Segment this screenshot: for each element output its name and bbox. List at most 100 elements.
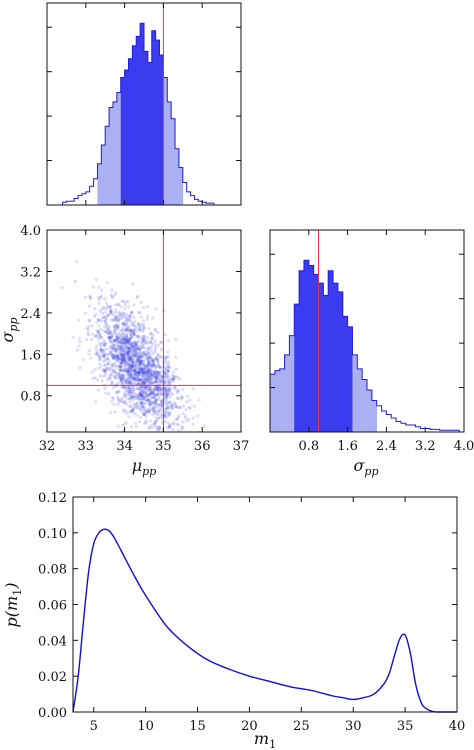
scatter-point: [115, 337, 119, 341]
scatter-point: [128, 404, 132, 409]
scatter-point: [120, 360, 124, 365]
scatter-point: [113, 328, 117, 332]
scatter-point: [143, 398, 147, 402]
scatter-point: [108, 340, 112, 344]
scatter-point: [105, 323, 109, 328]
scatter-point: [135, 361, 139, 365]
scatter-point: [159, 365, 163, 370]
scatter-point: [152, 380, 156, 385]
scatter-point: [114, 376, 118, 380]
scatter-point: [127, 367, 131, 371]
scatter-point: [110, 288, 114, 292]
scatter-point: [152, 392, 156, 396]
scatter-point: [152, 358, 157, 362]
scatter-point: [121, 348, 125, 353]
scatter-point: [152, 388, 156, 392]
scatter-point: [93, 352, 98, 356]
scatter-point: [155, 376, 159, 380]
scatter-point: [135, 370, 140, 374]
scatter-point: [152, 363, 156, 367]
mass-distribution-ticks: 5 10 15 20 25 30 35 400.000.020.040.060.080.100…: [38, 491, 465, 734]
scatter-point: [156, 387, 160, 391]
scatter-point: [130, 341, 134, 345]
scatter-point: [174, 355, 178, 360]
scatter-point: [86, 331, 90, 335]
scatter-y-tick-label: 1.6: [20, 348, 41, 363]
scatter-point: [191, 386, 195, 391]
scatter-point: [152, 423, 156, 427]
scatter-point: [142, 370, 146, 374]
scatter-point: [147, 355, 152, 360]
scatter-point: [138, 347, 143, 351]
scatter-point: [145, 369, 150, 373]
scatter-point: [149, 338, 154, 342]
scatter-point: [154, 376, 158, 380]
scatter-point: [105, 301, 109, 305]
scatter-point: [158, 382, 162, 386]
scatter-point: [115, 325, 119, 329]
scatter-point: [129, 387, 134, 392]
scatter-point: [140, 404, 145, 408]
scatter-point: [118, 312, 122, 316]
scatter-point: [147, 361, 151, 366]
scatter-point: [150, 370, 155, 374]
scatter-point: [111, 368, 116, 372]
scatter-point: [155, 388, 159, 392]
scatter-point: [125, 333, 129, 337]
scatter-point: [136, 375, 140, 379]
scatter-point: [147, 326, 151, 331]
scatter-point: [139, 377, 143, 381]
scatter-point: [126, 350, 130, 354]
scatter-point: [123, 385, 127, 389]
scatter-point: [187, 405, 191, 409]
scatter-point: [164, 394, 168, 399]
scatter-point: [121, 376, 125, 380]
scatter-point: [158, 405, 163, 409]
scatter-point: [132, 347, 136, 351]
scatter-point: [91, 377, 95, 381]
scatter-point: [163, 392, 167, 396]
scatter-point: [156, 376, 160, 380]
scatter-point: [127, 356, 131, 361]
scatter-point: [153, 327, 158, 331]
scatter-point: [112, 318, 117, 323]
scatter-point: [125, 370, 129, 374]
scatter-point: [122, 345, 126, 349]
scatter-point: [105, 366, 109, 371]
scatter-point: [124, 323, 129, 327]
scatter-point: [149, 377, 153, 381]
histogram-bar: [171, 118, 176, 205]
scatter-point: [107, 328, 111, 332]
scatter-point: [121, 332, 125, 336]
scatter-point: [120, 299, 124, 303]
scatter-point: [145, 357, 149, 361]
scatter-point: [148, 346, 152, 350]
scatter-point: [126, 359, 130, 363]
scatter-point: [156, 387, 160, 392]
scatter-point: [127, 339, 132, 343]
scatter-point: [142, 397, 146, 401]
scatter-point: [137, 335, 142, 339]
scatter-point: [167, 388, 171, 392]
scatter-point: [147, 345, 151, 350]
scatter-point: [138, 391, 142, 396]
scatter-point: [168, 411, 172, 415]
scatter-point: [100, 316, 104, 320]
scatter-point: [143, 370, 147, 375]
scatter-point: [143, 412, 147, 416]
scatter-point: [173, 403, 177, 407]
scatter-point: [152, 363, 157, 367]
scatter-point: [147, 377, 151, 382]
scatter-point: [130, 391, 134, 395]
scatter-point: [97, 324, 101, 328]
scatter-point: [158, 403, 163, 407]
scatter-point: [138, 344, 142, 348]
scatter-point: [122, 332, 126, 336]
scatter-point: [125, 339, 129, 343]
scatter-point: [153, 350, 158, 354]
scatter-point: [121, 300, 126, 304]
scatter-point: [122, 337, 126, 341]
histogram-bar: [175, 148, 180, 205]
scatter-point: [146, 378, 150, 383]
scatter-point: [98, 358, 102, 362]
